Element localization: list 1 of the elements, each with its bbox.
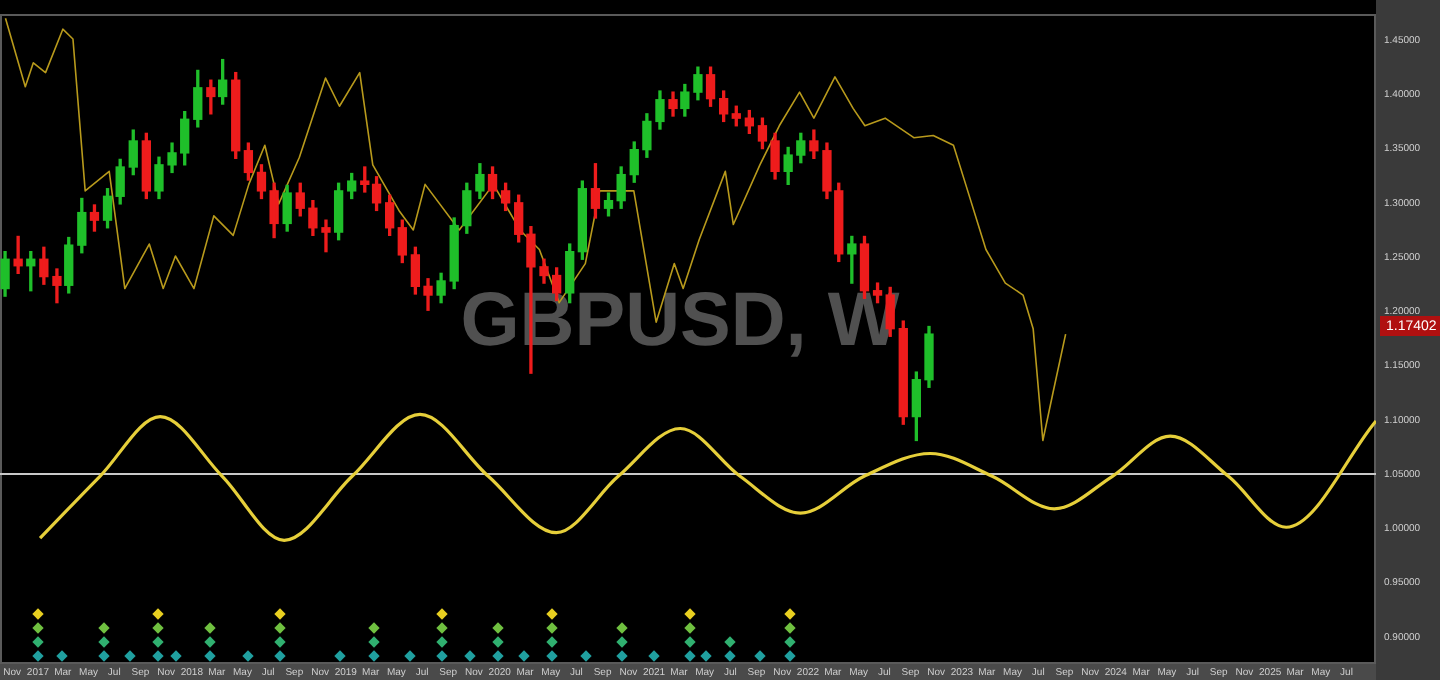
line-series [38,412,1376,542]
